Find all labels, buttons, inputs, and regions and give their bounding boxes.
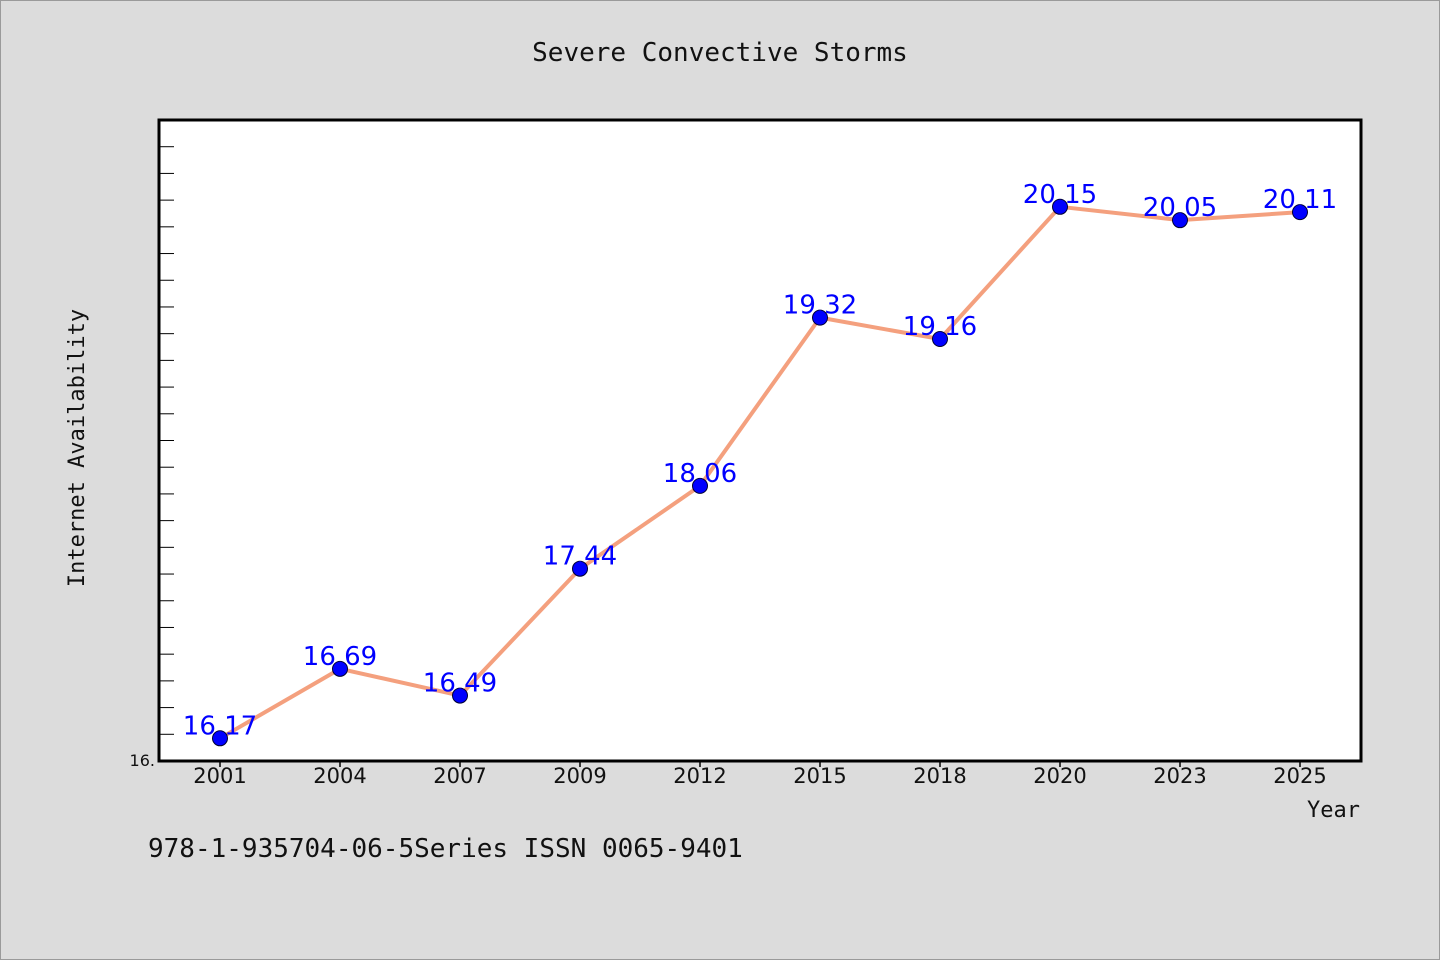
y-axis-ticks	[159, 146, 174, 735]
x-axis-label: Year	[1307, 798, 1360, 823]
chart-title: Severe Convective Storms	[532, 38, 908, 68]
x-tick-label: 2012	[673, 764, 726, 788]
data-label: 16.69	[303, 642, 377, 672]
footer-note: 978-1-935704-06-5Series ISSN 0065-9401	[148, 834, 743, 864]
x-tick-label: 2023	[1153, 764, 1206, 788]
series-line	[218, 204, 1302, 741]
data-point	[212, 730, 228, 747]
data-point	[1292, 204, 1308, 221]
data-label: 20.15	[1023, 180, 1097, 210]
data-point	[812, 309, 828, 326]
y-axis-label: Internet Availability	[65, 309, 90, 587]
data-label: 16.17	[183, 711, 257, 741]
data-point	[1172, 212, 1188, 229]
data-point	[572, 560, 588, 577]
data-label: 17.44	[543, 542, 617, 572]
data-label: 16.49	[423, 669, 497, 699]
x-tick-label: 2001	[193, 764, 246, 788]
x-tick-label: 2009	[553, 764, 606, 788]
x-axis-ticks: 2001 2004 2007 2009 2012 2015 2018 2020 2023 2025	[193, 761, 1327, 788]
x-tick-label: 2015	[793, 764, 846, 788]
plot-area	[157, 118, 1363, 763]
data-label: 20.05	[1143, 193, 1217, 223]
x-tick-label: 2018	[913, 764, 966, 788]
y-axis-min-label: 16.	[130, 751, 155, 770]
series-layer: 16.17 16.69 16.49 17.44 18.06 19.32 19.16 20.15…	[183, 180, 1337, 747]
data-point	[1052, 198, 1068, 215]
data-label: 20.11	[1263, 185, 1337, 215]
data-point	[932, 331, 948, 348]
x-tick-label: 2007	[433, 764, 486, 788]
x-tick-label: 2020	[1033, 764, 1086, 788]
data-point	[452, 687, 468, 704]
data-label: 19.16	[903, 312, 977, 342]
x-tick-label: 2025	[1273, 764, 1326, 788]
x-tick-label: 2004	[313, 764, 366, 788]
data-label: 18.06	[663, 459, 737, 489]
data-label: 19.32	[783, 291, 857, 321]
data-point	[692, 477, 708, 494]
data-point	[332, 660, 348, 677]
